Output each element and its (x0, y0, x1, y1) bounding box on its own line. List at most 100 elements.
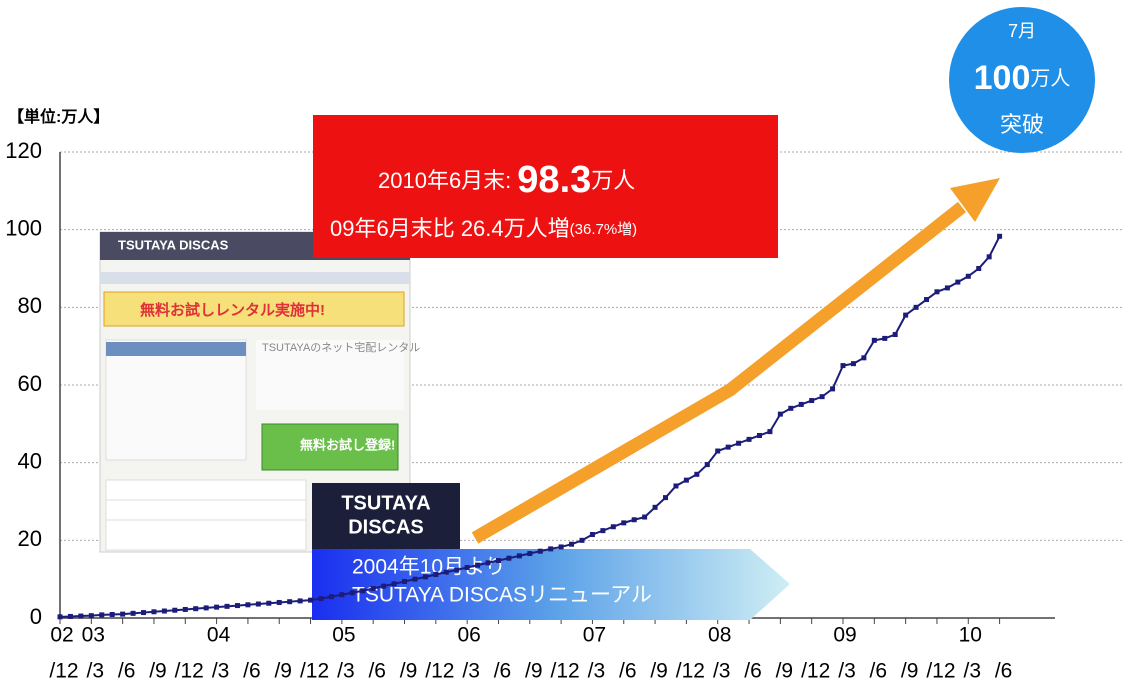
data-point (610, 524, 616, 530)
data-point (976, 266, 982, 271)
data-point (767, 429, 773, 435)
data-point (569, 541, 575, 547)
x-tick-label: /6 (995, 660, 1013, 683)
x-year-label: 08 (708, 624, 731, 647)
x-tick-label: /3 (462, 660, 480, 683)
x-year-label: 10 (959, 624, 982, 647)
data-point (537, 548, 543, 554)
x-tick-label: /3 (337, 660, 355, 683)
data-point (193, 606, 199, 612)
x-tick-label: /6 (870, 660, 888, 683)
data-point (255, 601, 261, 607)
x-tick-label: /6 (118, 660, 136, 683)
data-point (161, 608, 167, 614)
data-point (381, 583, 387, 589)
data-point (349, 590, 355, 596)
data-point (777, 411, 783, 417)
y-tick-label: 100 (5, 215, 42, 240)
data-point (412, 576, 418, 582)
data-point (464, 565, 470, 571)
data-point (903, 312, 909, 318)
data-point (548, 546, 554, 552)
y-tick-label: 60 (18, 371, 42, 396)
growth-arrow (471, 178, 1000, 544)
data-point (234, 603, 240, 609)
data-point (203, 605, 209, 611)
y-tick-label: 0 (30, 604, 42, 629)
data-point (892, 332, 898, 338)
x-tick-label: /12 (300, 660, 329, 683)
x-tick-label: /3 (838, 660, 856, 683)
x-year-label: 09 (833, 624, 856, 647)
logo-bottom: DISCAS (348, 516, 424, 538)
x-tick-label: /6 (243, 660, 261, 683)
x-tick-label: /6 (494, 660, 512, 683)
badge-unit: 万人 (1030, 67, 1070, 90)
data-point (642, 514, 648, 520)
x-tick-label: /3 (212, 660, 230, 683)
data-point (339, 592, 345, 598)
data-point (725, 444, 731, 450)
data-point (986, 254, 992, 260)
data-point (318, 596, 324, 602)
data-point (141, 610, 147, 616)
headline-line1: 2010年6月末: 98.3万人 (378, 159, 635, 201)
data-point (944, 285, 950, 291)
x-tick-label: /3 (964, 660, 982, 683)
data-point (631, 517, 637, 523)
data-point (871, 337, 877, 343)
x-tick-label: /12 (801, 660, 830, 683)
data-point (704, 462, 710, 468)
data-point (297, 598, 303, 604)
data-point (589, 532, 595, 538)
data-point (913, 304, 919, 310)
renewal-line1: 2004年10月より (352, 556, 506, 579)
data-point (287, 599, 293, 605)
data-point (276, 599, 282, 605)
data-point (391, 581, 397, 587)
x-tick-label: /3 (588, 660, 606, 683)
data-point (172, 607, 178, 613)
data-point (214, 604, 220, 610)
data-point (308, 597, 314, 603)
x-tick-label: /6 (744, 660, 762, 683)
data-point (485, 560, 491, 566)
x-year-label: 02 (50, 624, 73, 647)
badge-month: 7月 (1008, 21, 1036, 41)
data-point (882, 335, 888, 341)
data-point (652, 504, 658, 510)
data-point (506, 555, 512, 561)
data-point (809, 398, 815, 404)
headline-box (313, 115, 778, 258)
data-point (245, 602, 251, 608)
data-point (736, 440, 742, 446)
data-point (67, 613, 73, 619)
data-point (819, 394, 825, 400)
data-point (600, 528, 606, 534)
data-point (109, 612, 115, 618)
headline-number: 98.3 (517, 159, 591, 201)
svg-text:無料お試し登録!: 無料お試し登録! (300, 437, 395, 452)
x-tick-label: /12 (926, 660, 955, 683)
x-tick-label: /12 (49, 660, 78, 683)
data-point (746, 436, 752, 442)
renewal-line2: TSUTAYA DISCASリニューアル (352, 584, 652, 607)
data-point (673, 483, 679, 489)
data-point (861, 355, 867, 361)
x-tick-label: /12 (551, 660, 580, 683)
data-point (360, 588, 366, 594)
x-tick-label: /9 (149, 660, 167, 683)
data-point (495, 558, 501, 564)
data-point (798, 401, 804, 407)
badge (949, 7, 1095, 153)
data-point (130, 610, 136, 616)
x-tick-label: /12 (175, 660, 204, 683)
y-tick-label: 40 (18, 448, 42, 473)
headline-prefix: 2010年6月末: (378, 168, 511, 193)
x-year-label: 03 (82, 624, 105, 647)
data-point (99, 612, 105, 618)
data-point (57, 614, 63, 620)
data-point (402, 578, 408, 584)
y-tick-label: 80 (18, 293, 42, 318)
